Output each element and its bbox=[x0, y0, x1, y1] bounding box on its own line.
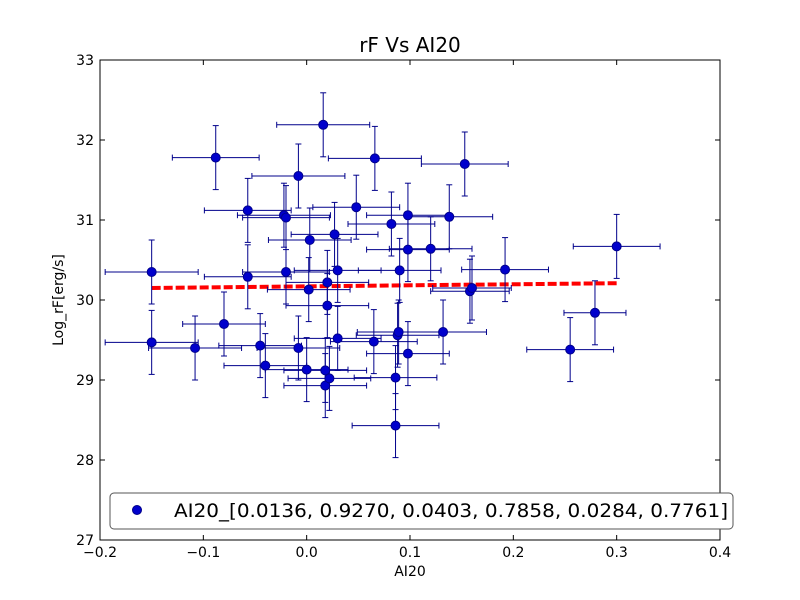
data-point bbox=[318, 119, 329, 130]
data-point bbox=[304, 235, 315, 245]
data-point bbox=[438, 327, 449, 337]
data-point bbox=[293, 343, 304, 353]
data-point bbox=[369, 153, 380, 164]
y-tick-label: 29 bbox=[76, 373, 94, 389]
legend-marker bbox=[132, 505, 142, 515]
data-point bbox=[386, 219, 397, 229]
x-tick-label: 0.1 bbox=[399, 545, 421, 561]
data-point bbox=[444, 211, 455, 222]
data-point bbox=[402, 244, 413, 255]
data-point bbox=[402, 210, 413, 221]
data-point bbox=[329, 229, 340, 240]
data-point bbox=[459, 159, 470, 169]
plot-frame bbox=[99, 59, 721, 541]
data-point bbox=[303, 284, 314, 295]
x-tick-label: −0.2 bbox=[83, 545, 117, 561]
legend-entry-label: AI20_[0.0136, 0.9270, 0.0403, 0.7858, 0.… bbox=[174, 500, 728, 522]
y-tick-label: 33 bbox=[76, 53, 94, 69]
data-point bbox=[322, 300, 333, 311]
data-point bbox=[146, 337, 157, 348]
data-point bbox=[589, 307, 600, 318]
data-point bbox=[242, 205, 253, 216]
data-point bbox=[611, 241, 622, 252]
x-tick-label: 0.4 bbox=[709, 545, 731, 561]
y-tick-label: 28 bbox=[76, 453, 94, 469]
chart-title: rF Vs AI20 bbox=[359, 33, 461, 57]
data-point bbox=[255, 340, 266, 351]
data-point bbox=[324, 373, 335, 384]
data-point bbox=[565, 344, 576, 355]
data-point bbox=[242, 271, 253, 282]
y-axis-label: Log_rF[erg/s] bbox=[51, 254, 67, 346]
y-tick-label: 30 bbox=[76, 293, 94, 309]
data-point bbox=[402, 348, 413, 359]
data-point bbox=[281, 267, 291, 277]
data-point bbox=[281, 212, 291, 223]
data-point bbox=[368, 336, 379, 347]
data-point bbox=[210, 152, 221, 163]
data-point bbox=[293, 171, 304, 181]
x-tick-label: 0.3 bbox=[606, 545, 628, 561]
data-point bbox=[351, 202, 362, 213]
y-tick-label: 27 bbox=[76, 533, 94, 549]
data-point bbox=[390, 372, 401, 383]
data-point bbox=[260, 360, 271, 371]
plot-area bbox=[100, 60, 720, 540]
y-tick-label: 31 bbox=[76, 213, 94, 229]
data-point bbox=[393, 327, 404, 337]
data-point bbox=[332, 265, 343, 276]
y-tick-label: 32 bbox=[76, 133, 94, 149]
data-point bbox=[390, 420, 401, 431]
legend: AI20_[0.0136, 0.9270, 0.0403, 0.7858, 0.… bbox=[109, 492, 734, 530]
data-point bbox=[394, 265, 405, 276]
fit-line-group bbox=[151, 281, 617, 290]
data-point bbox=[425, 243, 436, 254]
data-point bbox=[219, 319, 229, 329]
data-point bbox=[500, 264, 511, 275]
fit-line bbox=[151, 281, 617, 290]
legend-frame bbox=[109, 492, 734, 530]
data-points-group bbox=[146, 119, 622, 431]
x-axis-label: AI20 bbox=[394, 564, 426, 580]
data-point bbox=[320, 365, 331, 376]
x-tick-label: 0.2 bbox=[502, 545, 524, 561]
data-point bbox=[146, 267, 157, 277]
data-point bbox=[301, 364, 312, 375]
x-tick-label: 0.0 bbox=[296, 545, 318, 561]
data-point bbox=[322, 277, 333, 288]
y-axis-ticks: 27 28 29 30 31 32 33 bbox=[76, 53, 720, 549]
data-point bbox=[467, 283, 477, 293]
x-tick-label: −0.1 bbox=[186, 545, 220, 561]
x-axis-ticks: −0.2 −0.1 0.0 0.1 0.2 0.3 0.4 bbox=[83, 60, 731, 561]
data-point bbox=[190, 343, 201, 353]
data-point bbox=[332, 333, 343, 344]
